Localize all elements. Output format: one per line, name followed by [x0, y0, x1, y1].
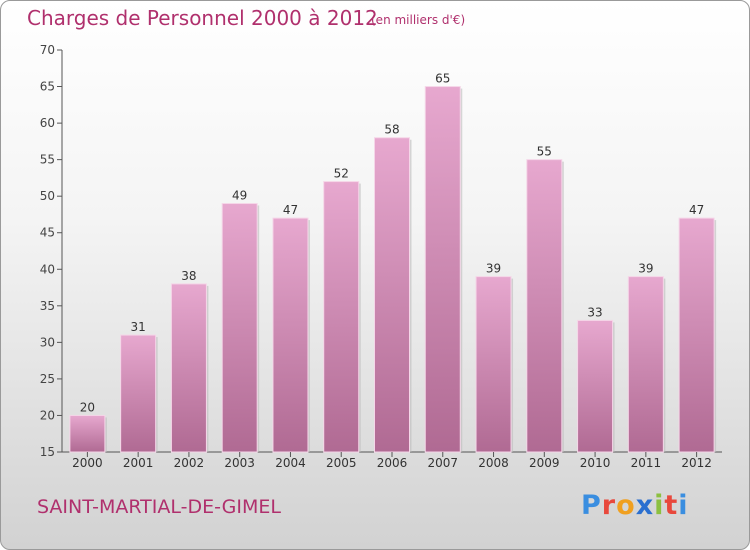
- y-tick-label: 55: [40, 153, 55, 167]
- y-tick-label: 50: [40, 189, 55, 203]
- y-tick-label: 15: [40, 445, 55, 459]
- x-tick-label: 2006: [377, 456, 408, 470]
- bar: [221, 202, 258, 453]
- x-tick-label: 2001: [123, 456, 154, 470]
- y-tick-label: 60: [40, 116, 55, 130]
- bar: [374, 137, 410, 453]
- bar: [475, 276, 512, 453]
- bar-value-label: 20: [80, 400, 95, 414]
- y-tick-label: 65: [40, 80, 55, 94]
- x-tick-label: 2005: [326, 456, 357, 470]
- y-tick-label: 35: [40, 299, 55, 313]
- x-tick-label: 2003: [224, 456, 255, 470]
- bar-value-label: 55: [537, 145, 552, 159]
- bar-value-label: 33: [587, 305, 602, 319]
- bar-value-label: 65: [435, 72, 450, 86]
- bar-value-label: 58: [384, 123, 399, 137]
- bar-value-label: 39: [486, 262, 501, 276]
- bar: [170, 283, 207, 453]
- bar-value-label: 47: [689, 203, 704, 217]
- y-tick-label: 45: [40, 226, 55, 240]
- bar: [69, 414, 106, 453]
- x-tick-label: 2012: [681, 456, 712, 470]
- logo-letter: t: [664, 490, 679, 521]
- logo-letter: o: [616, 490, 636, 521]
- bar-value-label: 39: [638, 262, 653, 276]
- logo-letter: P: [581, 490, 602, 521]
- logo-letter: x: [635, 490, 655, 521]
- bar-value-label: 47: [283, 203, 298, 217]
- bar-value-label: 49: [232, 188, 247, 202]
- chart-title: Charges de Personnel 2000 à 2012: [27, 6, 378, 30]
- x-tick-label: 2000: [72, 456, 103, 470]
- x-tick-label: 2008: [478, 456, 509, 470]
- bar: [627, 276, 664, 453]
- bar-value-label: 38: [181, 269, 196, 283]
- bar-value-label: 31: [131, 320, 146, 334]
- x-tick-label: 2011: [631, 456, 662, 470]
- x-tick-label: 2002: [174, 456, 205, 470]
- x-tick-label: 2004: [275, 456, 306, 470]
- y-tick-label: 70: [40, 43, 55, 57]
- logo-letter: i: [654, 490, 665, 521]
- bar: [526, 159, 563, 453]
- bar: [577, 319, 614, 453]
- bar: [323, 181, 360, 453]
- x-tick-label: 2010: [580, 456, 611, 470]
- x-tick-label: 2009: [529, 456, 560, 470]
- y-tick-label: 25: [40, 372, 55, 386]
- proxiti-logo: Proxiti: [581, 490, 689, 521]
- y-tick-label: 40: [40, 262, 55, 276]
- bar: [424, 86, 461, 453]
- bar: [272, 217, 309, 453]
- logo-letter: i: [678, 490, 689, 521]
- logo-letter: r: [601, 490, 617, 521]
- bar: [120, 334, 157, 453]
- y-tick-label: 30: [40, 335, 55, 349]
- chart-unit: (en milliers d'€): [371, 13, 466, 27]
- bar: [678, 217, 715, 453]
- bar-value-label: 52: [334, 167, 349, 181]
- y-tick-label: 20: [40, 408, 55, 422]
- commune-name: SAINT-MARTIAL-DE-GIMEL: [37, 496, 281, 518]
- x-tick-label: 2007: [427, 456, 458, 470]
